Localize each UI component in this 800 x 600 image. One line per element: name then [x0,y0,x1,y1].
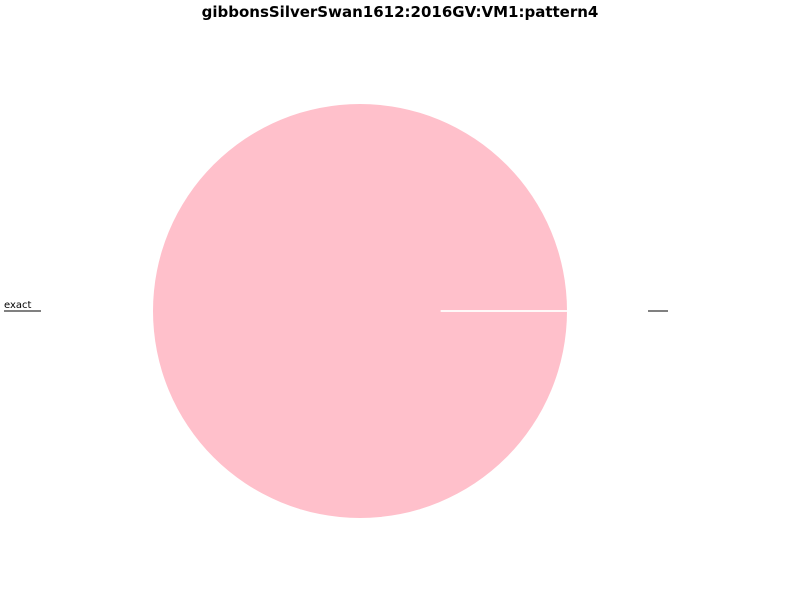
pie-labels: exact [3,300,669,312]
pie-slice-exact [153,104,567,518]
chart-title: gibbonsSilverSwan1612:2016GV:VM1:pattern… [201,3,599,21]
pie-slices [153,104,567,518]
pie-slice-exact-label: exact [4,300,32,311]
